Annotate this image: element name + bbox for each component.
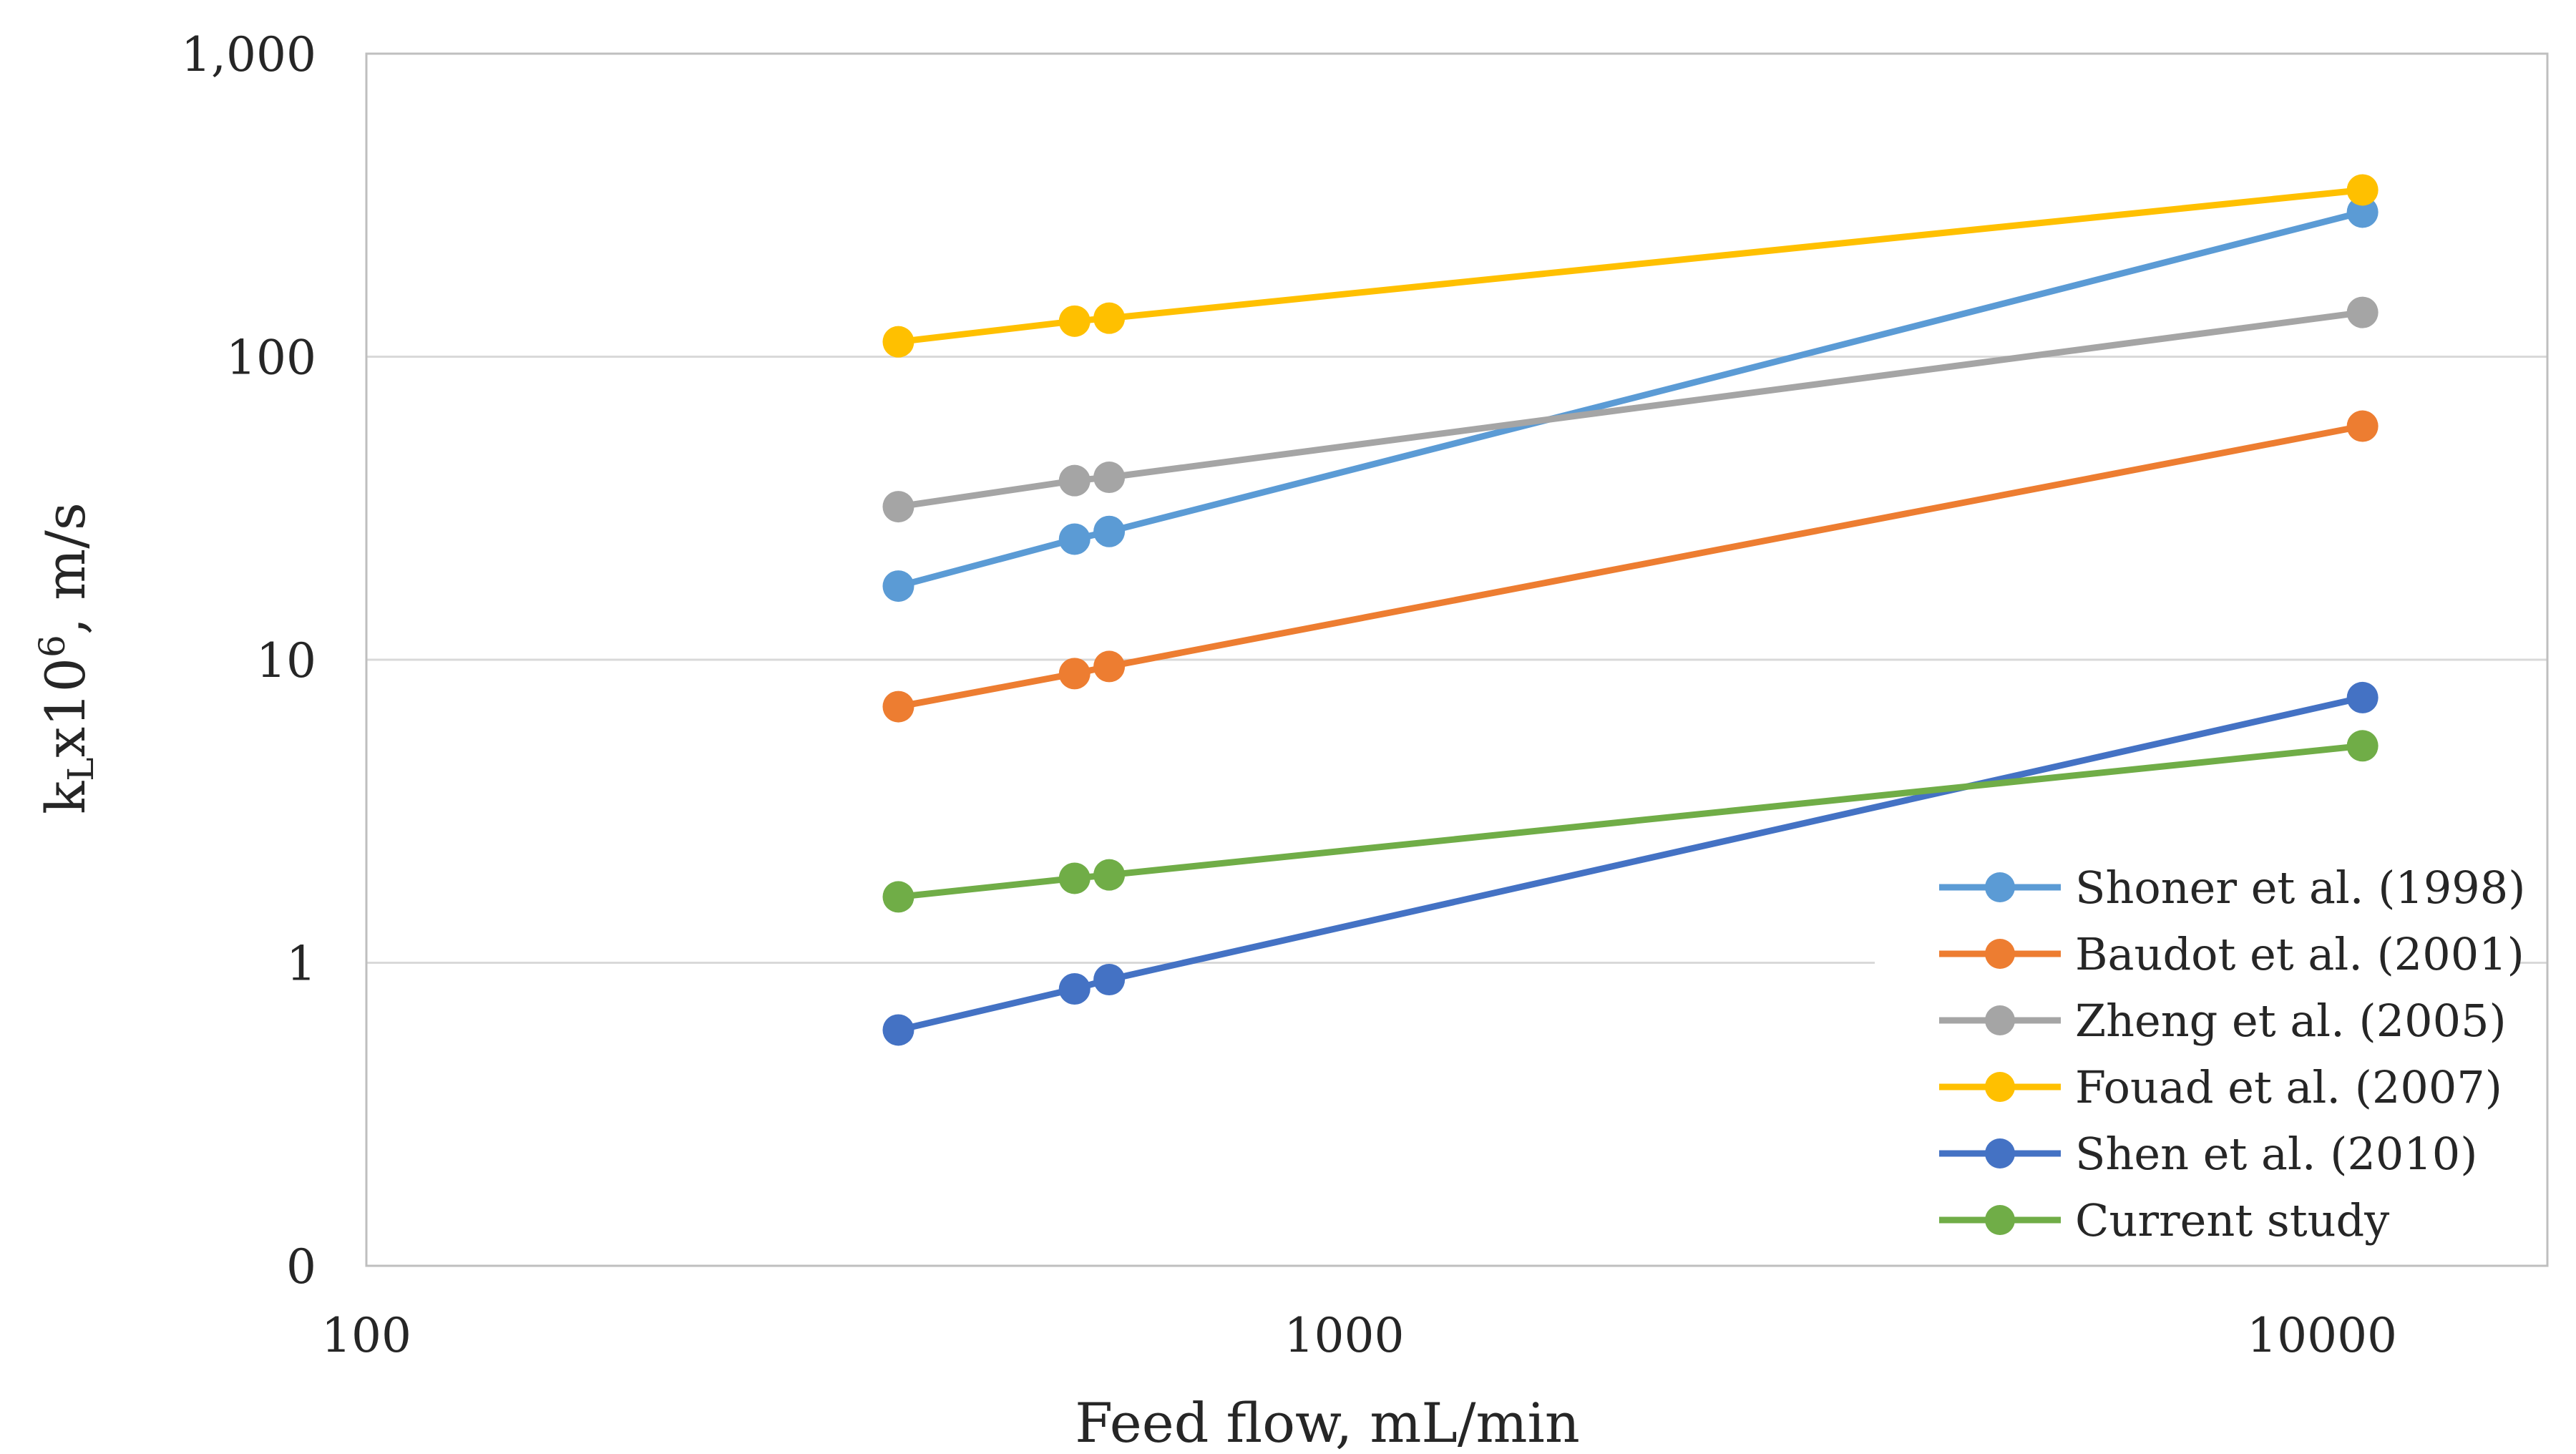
data-point [1058,305,1091,337]
legend-marker [1985,1005,2015,1035]
data-point [1093,964,1126,996]
legend-item: Current study [1939,1194,2389,1246]
y-tick-label: 0 [286,1239,316,1294]
legend-label: Current study [2075,1194,2389,1246]
data-point [1093,650,1126,683]
legend-marker [1985,1138,2015,1168]
y-tick-label: 100 [226,331,316,386]
series-group [882,174,2379,1046]
data-point [2346,174,2379,206]
legend-label: Shoner et al. (1998) [2075,862,2525,914]
series-line [895,309,2366,510]
legend-item: Baudot et al. (2001) [1939,928,2524,980]
data-point [882,691,914,723]
y-axis-title-unit: , m/s [34,502,97,635]
series-line [895,694,2366,1033]
data-point [1093,302,1126,334]
y-tick-label: 10 [256,633,316,688]
y-axis-title-superscript: 6 [31,635,73,658]
series-4 [882,174,2379,358]
y-axis-title-subscript: L [60,758,102,781]
data-point [2346,410,2379,442]
legend-item: Shoner et al. (1998) [1939,862,2525,914]
legend-background [1875,837,2519,1252]
data-point [1058,464,1091,497]
legend-item: Shen et al. (2010) [1939,1128,2477,1180]
series-line [895,423,2366,711]
legend-label: Fouad et al. (2007) [2075,1061,2502,1113]
series-6 [882,730,2379,913]
y-axis-tick-labels: 0 1 10 100 1,000 [181,27,316,1294]
legend-marker [1985,1072,2015,1102]
legend-marker [1985,872,2015,902]
data-point [1093,515,1126,547]
data-point [2346,196,2379,228]
y-tick-label: 1 [286,937,316,992]
data-point [1058,523,1091,555]
series-line [895,208,2366,590]
data-point [1093,462,1126,494]
x-tick-label: 1000 [1284,1308,1405,1363]
x-axis-title: Feed flow, mL/min [1075,1391,1580,1454]
legend-label: Baudot et al. (2001) [2075,928,2524,980]
data-point [2346,296,2379,328]
series-3 [882,296,2379,523]
data-point [1058,972,1091,1005]
legend-item: Zheng et al. (2005) [1939,995,2507,1047]
y-axis-title: kLx106, m/s [31,502,102,814]
legend-marker [1985,1205,2015,1235]
series-5 [882,681,2379,1046]
series-2 [882,410,2379,723]
data-point [2346,730,2379,762]
data-point [882,1014,914,1046]
data-point [882,326,914,358]
plot-area-border [365,52,2549,1267]
legend-marker [1985,939,2015,969]
legend-item: Fouad et al. (2007) [1939,1061,2502,1113]
y-axis-title-k: k [34,781,97,814]
legend: Shoner et al. (1998) Baudot et al. (2001)… [1939,862,2525,1246]
data-point [882,491,914,523]
series-line [895,742,2366,900]
series-1 [882,196,2379,602]
y-axis-title-x10: x10 [34,658,97,758]
data-point [882,881,914,913]
series-line [895,187,2366,346]
data-point [882,570,914,602]
y-tick-label: 1,000 [181,27,316,82]
legend-label: Shen et al. (2010) [2075,1128,2477,1180]
legend-label: Zheng et al. (2005) [2075,995,2507,1047]
data-point [1058,862,1091,894]
x-tick-label: 100 [321,1308,411,1363]
data-point [1093,859,1126,891]
data-point [2346,681,2379,713]
data-point [1058,658,1091,690]
x-axis-tick-labels: 100 1000 10000 [321,1308,2397,1363]
x-tick-label: 10000 [2247,1308,2397,1363]
